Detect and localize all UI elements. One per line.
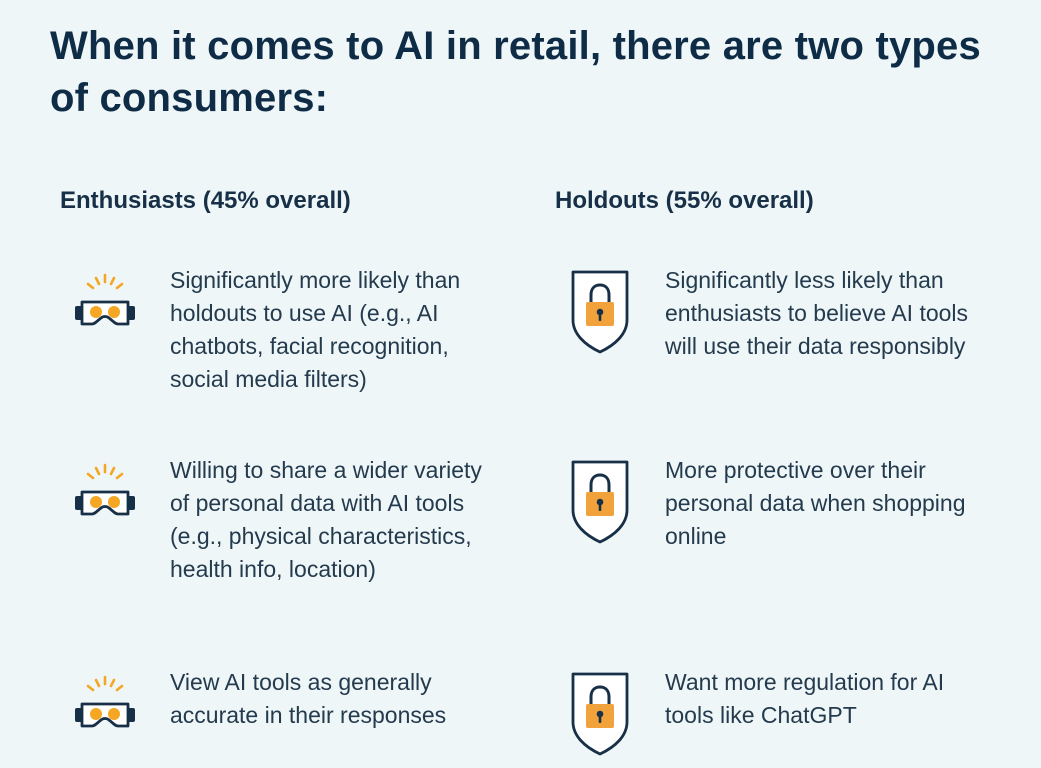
holdout-item-text: Want more regulation for AI tools like C… (665, 669, 945, 728)
holdouts-heading: Holdouts (55% overall) (555, 187, 814, 214)
vr-headset-icon (60, 264, 150, 354)
enthusiast-item-text: Significantly more likely than holdouts … (170, 267, 461, 392)
holdout-item-text: Significantly less likely than enthusias… (665, 267, 969, 359)
enthusiasts-heading: Enthusiasts (45% overall) (60, 187, 351, 214)
shield-lock-icon (555, 454, 645, 544)
shield-lock-icon (555, 264, 645, 354)
vr-headset-icon (60, 454, 150, 544)
holdout-item-text: More protective over their personal data… (665, 457, 966, 549)
vr-headset-icon (60, 666, 150, 756)
enthusiast-item-text: Willing to share a wider variety of pers… (170, 457, 482, 582)
shield-lock-icon (555, 666, 645, 756)
page-title: When it comes to AI in retail, there are… (50, 24, 981, 120)
enthusiast-item-text: View AI tools as generally accurate in t… (170, 669, 447, 728)
